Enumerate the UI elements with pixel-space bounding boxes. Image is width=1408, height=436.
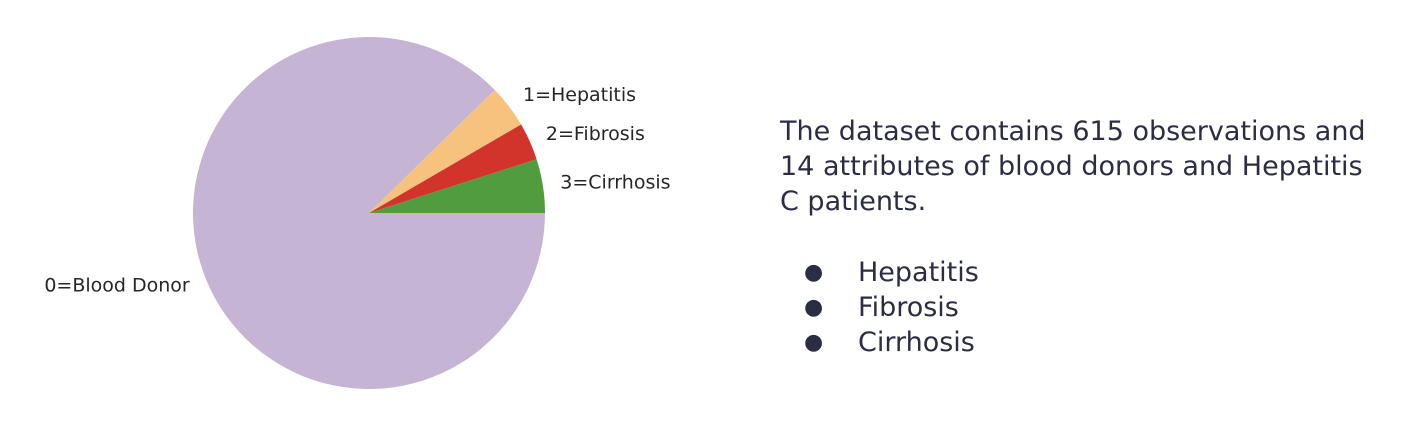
- bullet-icon: ●: [804, 295, 824, 320]
- class-list-item-label: Hepatitis: [858, 257, 979, 288]
- pie-slice-3: [369, 159, 545, 213]
- pie-slice-0: [193, 36, 545, 390]
- class-list-item-label: Fibrosis: [858, 292, 959, 323]
- pie-slices: [193, 36, 545, 390]
- pie-slice-label: 2=Fibrosis: [546, 123, 645, 145]
- pie-labels: 0=Blood Donor 1=Hepatitis 2=Fibrosis 3=Cirr…: [44, 84, 670, 296]
- pie-slice-label: 3=Cirrhosis: [560, 172, 670, 194]
- description-text: The dataset contains 615 observations an…: [780, 116, 1366, 217]
- class-list-item-label: Cirrhosis: [858, 327, 975, 358]
- class-list-item: ● Cirrhosis: [780, 325, 1380, 360]
- bullet-icon: ●: [804, 330, 824, 355]
- pie-slice-label: 0=Blood Donor: [44, 275, 190, 297]
- pie-slice-1: [369, 89, 522, 213]
- class-list: ● Hepatitis ● Fibrosis ● Cirrhosis: [780, 255, 1380, 360]
- pie-chart: 0=Blood Donor 1=Hepatitis 2=Fibrosis 3=Cirr…: [44, 36, 671, 390]
- class-list-item: ● Fibrosis: [780, 290, 1380, 325]
- pie-slice-2: [369, 124, 537, 213]
- bullet-icon: ●: [804, 260, 824, 285]
- dataset-description: The dataset contains 615 observations an…: [780, 114, 1380, 360]
- class-list-item: ● Hepatitis: [780, 255, 1380, 290]
- pie-slice-label: 1=Hepatitis: [523, 84, 636, 106]
